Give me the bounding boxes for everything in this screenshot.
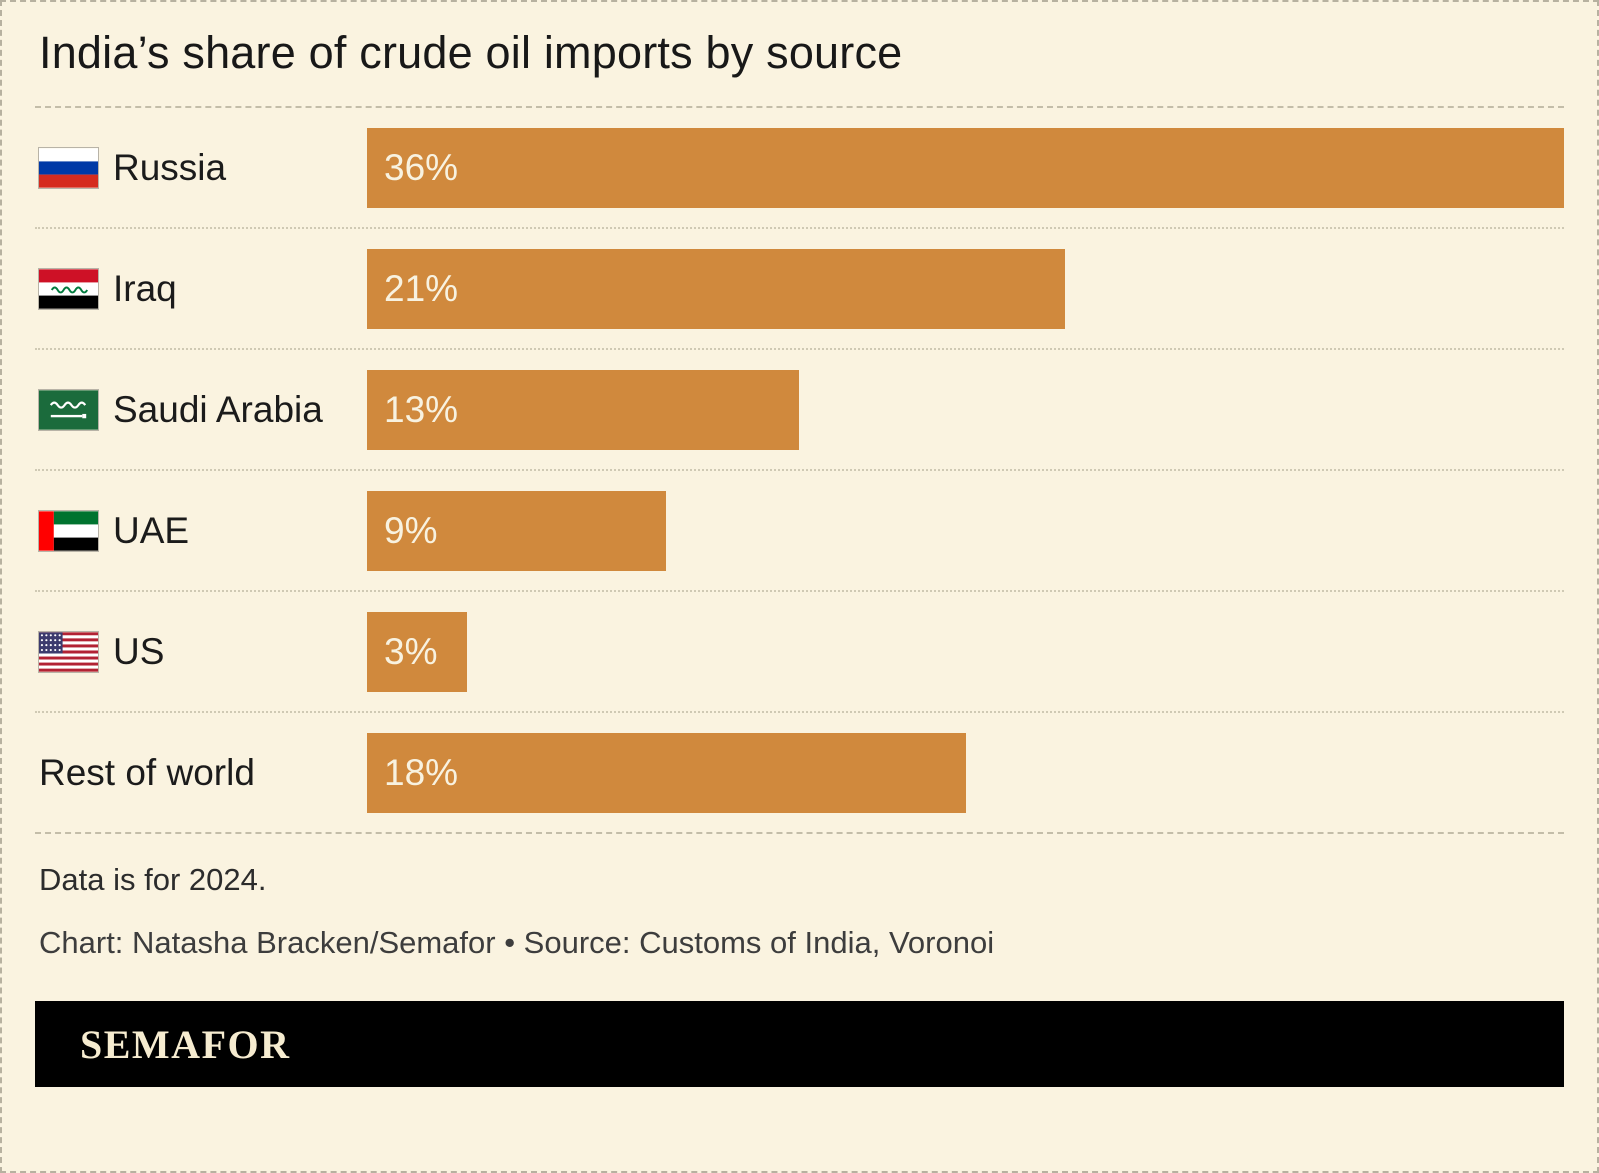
category-cell: Saudi Arabia bbox=[35, 388, 367, 431]
us-flag-icon bbox=[38, 630, 99, 673]
category-label: Russia bbox=[113, 146, 227, 188]
category-cell: Russia bbox=[35, 146, 367, 189]
chart-title: India’s share of crude oil imports by so… bbox=[39, 27, 903, 78]
iraq-flag-icon bbox=[38, 267, 99, 310]
semafor-logo: SEMAFOR bbox=[80, 1021, 291, 1067]
value-label: 13% bbox=[384, 388, 459, 430]
chart-row: UAE 9% bbox=[35, 469, 1564, 590]
saudi-arabia-flag-icon bbox=[38, 388, 99, 431]
bar-track: 13% bbox=[367, 369, 1564, 450]
bar: 9% bbox=[367, 490, 667, 571]
bar-track: 18% bbox=[367, 732, 1564, 813]
chart-row: Rest of world 18% bbox=[35, 711, 1564, 832]
chart-credit: Chart: Natasha Bracken/Semafor • Source:… bbox=[39, 925, 995, 960]
category-cell: Iraq bbox=[35, 267, 367, 310]
bar-chart: Russia 36% Iraq 21% Saudi Arabia 13% UAE 9% US 3%… bbox=[35, 106, 1564, 834]
category-cell: UAE bbox=[35, 509, 367, 552]
bar: 36% bbox=[367, 127, 1564, 208]
value-label: 3% bbox=[384, 630, 438, 672]
chart-note: Data is for 2024. bbox=[39, 862, 267, 897]
bar-track: 36% bbox=[367, 127, 1564, 208]
chart-footer: Data is for 2024. Chart: Natasha Bracken… bbox=[35, 862, 1564, 961]
chart-row: Russia 36% bbox=[35, 108, 1564, 227]
category-cell: US bbox=[35, 630, 367, 673]
value-label: 18% bbox=[384, 751, 459, 793]
value-label: 36% bbox=[384, 146, 459, 188]
value-label: 21% bbox=[384, 267, 459, 309]
category-label: Saudi Arabia bbox=[113, 388, 323, 430]
bar-track: 9% bbox=[367, 490, 1564, 571]
bar-track: 21% bbox=[367, 248, 1564, 329]
bar: 13% bbox=[367, 369, 800, 450]
uae-flag-icon bbox=[38, 509, 99, 552]
semafor-logo-bar: SEMAFOR bbox=[35, 1001, 1564, 1087]
category-label: Iraq bbox=[113, 267, 177, 309]
chart-row: US 3% bbox=[35, 590, 1564, 711]
bar: 18% bbox=[367, 732, 966, 813]
chart-row: Saudi Arabia 13% bbox=[35, 348, 1564, 469]
bar: 3% bbox=[367, 611, 467, 692]
category-label: UAE bbox=[113, 509, 190, 551]
category-label: US bbox=[113, 630, 165, 672]
chart-rows: Russia 36% Iraq 21% Saudi Arabia 13% UAE 9% US 3%… bbox=[35, 108, 1564, 832]
category-cell: Rest of world bbox=[35, 752, 367, 794]
russia-flag-icon bbox=[38, 146, 99, 189]
value-label: 9% bbox=[384, 509, 438, 551]
bar: 21% bbox=[367, 248, 1066, 329]
chart-row: Iraq 21% bbox=[35, 227, 1564, 348]
bar-track: 3% bbox=[367, 611, 1564, 692]
category-label: Rest of world bbox=[39, 751, 255, 793]
